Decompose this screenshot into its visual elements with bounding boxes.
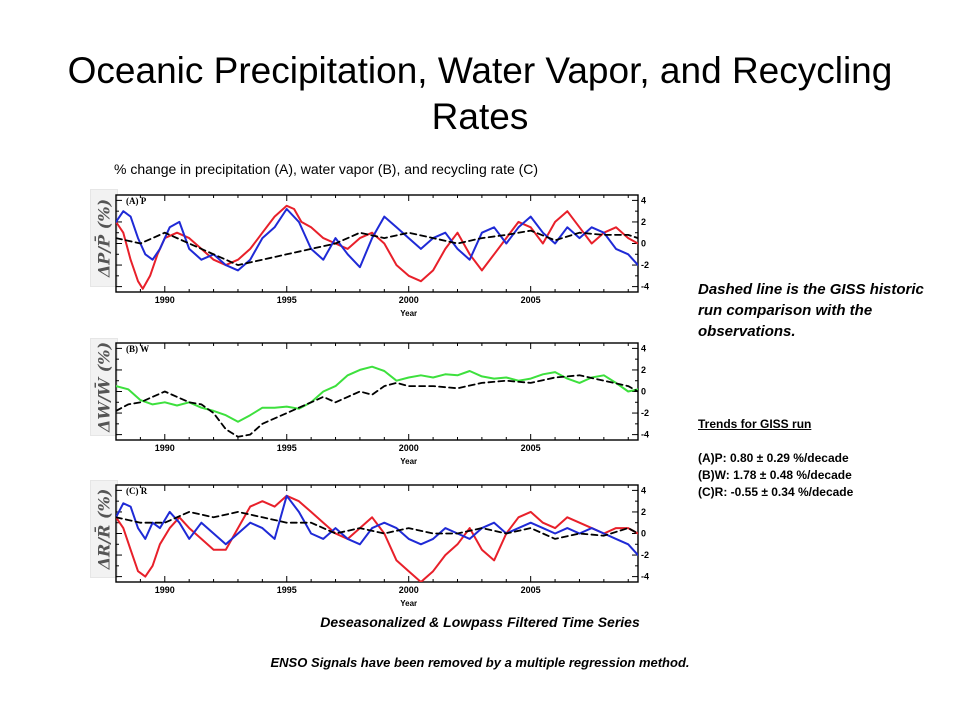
x-tick-label: 1990 xyxy=(155,295,175,305)
y-tick-label: 4 xyxy=(641,195,646,205)
series-line-blue xyxy=(116,494,638,557)
panel-label: (A) P xyxy=(126,196,147,206)
x-tick-label: 2000 xyxy=(399,295,419,305)
trend-item-r: (C)R: -0.55 ± 0.34 %/decade xyxy=(698,485,854,499)
x-axis-label: Year xyxy=(400,309,417,318)
x-tick-label: 2005 xyxy=(521,295,541,305)
x-tick-label: 2000 xyxy=(399,443,419,453)
y-tick-label: 2 xyxy=(641,217,646,227)
series-line-green xyxy=(116,365,638,423)
footer-enso: ENSO Signals have been removed by a mult… xyxy=(270,655,690,670)
chart-panel-c: 1990 1995 2000 2005 -4 -2 0 2 4 Year (C) R xyxy=(115,484,649,608)
y-tick-label: 0 xyxy=(641,239,646,249)
x-tick-label: 2005 xyxy=(521,443,541,453)
trends-box: Trends for GISS run (A)P: 0.80 ± 0.29 %/… xyxy=(698,416,853,501)
y-tick-label: 0 xyxy=(641,529,646,539)
y-tick-label: -2 xyxy=(641,408,649,418)
y-tick-label: -2 xyxy=(641,260,649,270)
series-line-dashed-dashed xyxy=(116,374,638,438)
y-tick-label: 0 xyxy=(641,387,646,397)
chart-panel-b: 1990 1995 2000 2005 -4 -2 0 2 4 Year (B) W xyxy=(115,342,649,466)
chart-subtitle: % change in precipitation (A), water vap… xyxy=(114,161,539,177)
series-line-red xyxy=(116,204,638,290)
series-line-red xyxy=(116,494,638,582)
panel-label: (B) W xyxy=(126,344,149,354)
y-tick-label: -2 xyxy=(641,550,649,560)
dashed-line-note: Dashed line is the GISS historic run com… xyxy=(698,281,924,340)
x-tick-label: 2005 xyxy=(521,585,541,595)
x-tick-label: 1995 xyxy=(277,443,297,453)
ylabel-panel-b: ΔW/W̄ (%) xyxy=(90,338,118,436)
y-tick-label: 4 xyxy=(641,485,646,495)
x-axis-label: Year xyxy=(400,599,417,608)
x-tick-label: 1990 xyxy=(155,443,175,453)
y-tick-label: -4 xyxy=(641,430,649,440)
panel-label: (C) R xyxy=(126,486,148,496)
y-tick-label: 4 xyxy=(641,343,646,353)
trend-item-p: (A)P: 0.80 ± 0.29 %/decade xyxy=(698,451,849,465)
slide-title: Oceanic Precipitation, Water Vapor, and … xyxy=(67,50,893,137)
y-tick-label: -4 xyxy=(641,282,649,292)
trend-item-w: (B)W: 1.78 ± 0.48 %/decade xyxy=(698,468,852,482)
x-tick-label: 2000 xyxy=(399,585,419,595)
x-tick-label: 1990 xyxy=(155,585,175,595)
series-line-dashed-dashed xyxy=(116,511,638,540)
x-tick-label: 1995 xyxy=(277,585,297,595)
ylabel-panel-a: ΔP/P̄ (%) xyxy=(90,189,118,287)
y-tick-label: 2 xyxy=(641,507,646,517)
series-line-dashed-dashed xyxy=(116,229,638,266)
x-axis-label: Year xyxy=(400,457,417,466)
ylabel-panel-c: ΔR/R̄ (%) xyxy=(90,480,118,578)
footer-time-series: Deseasonalized & Lowpass Filtered Time S… xyxy=(320,614,640,630)
y-tick-label: 2 xyxy=(641,365,646,375)
y-tick-label: -4 xyxy=(641,572,649,582)
trends-heading: Trends for GISS run xyxy=(698,417,812,431)
x-tick-label: 1995 xyxy=(277,295,297,305)
chart-panel-a: 1990 1995 2000 2005 -4 -2 0 2 4 Year (A) P xyxy=(115,194,649,318)
